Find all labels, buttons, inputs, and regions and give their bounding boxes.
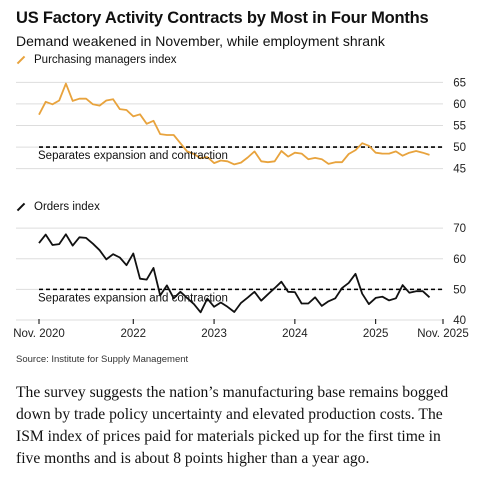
- y-tick-label: 70: [453, 223, 466, 235]
- y-tick-label: 65: [453, 77, 466, 89]
- x-tick-label: 2023: [201, 328, 227, 340]
- legend-pmi: Purchasing managers index: [16, 54, 177, 66]
- legend-orders-label: Orders index: [34, 201, 100, 213]
- y-tick-label: 60: [453, 99, 466, 111]
- y-tick-label: 60: [453, 254, 466, 266]
- y-tick-label: 50: [453, 284, 466, 296]
- legend-orders: Orders index: [16, 201, 100, 213]
- chart-title: US Factory Activity Contracts by Most in…: [16, 9, 429, 27]
- x-tick-label: Nov. 2025: [417, 328, 469, 340]
- y-tick-label: 50: [453, 142, 466, 154]
- charts-svg: 45 50 55 60 65 Separates expansion and contra…: [13, 77, 469, 340]
- chart-subtitle: Demand weakened in November, while emplo…: [16, 33, 385, 49]
- x-tick-label: 2022: [120, 328, 146, 340]
- x-tick-label: Nov. 2020: [13, 328, 65, 340]
- threshold-label: Separates expansion and contraction: [38, 150, 228, 162]
- orders-series-line: [38, 233, 431, 314]
- x-tick-label: 2024: [282, 328, 308, 340]
- threshold-label: Separates expansion and contraction: [38, 292, 228, 304]
- article-paragraph: The survey suggests the nation’s manufac…: [16, 384, 449, 467]
- legend-pmi-label: Purchasing managers index: [34, 54, 177, 66]
- y-tick-label: 55: [453, 121, 466, 133]
- x-tick-label: 2025: [363, 328, 389, 340]
- y-tick-label: 45: [453, 164, 466, 176]
- y-tick-label: 40: [453, 315, 466, 327]
- source-note: Source: Institute for Supply Management: [16, 354, 189, 365]
- pmi-series-line: [38, 82, 430, 166]
